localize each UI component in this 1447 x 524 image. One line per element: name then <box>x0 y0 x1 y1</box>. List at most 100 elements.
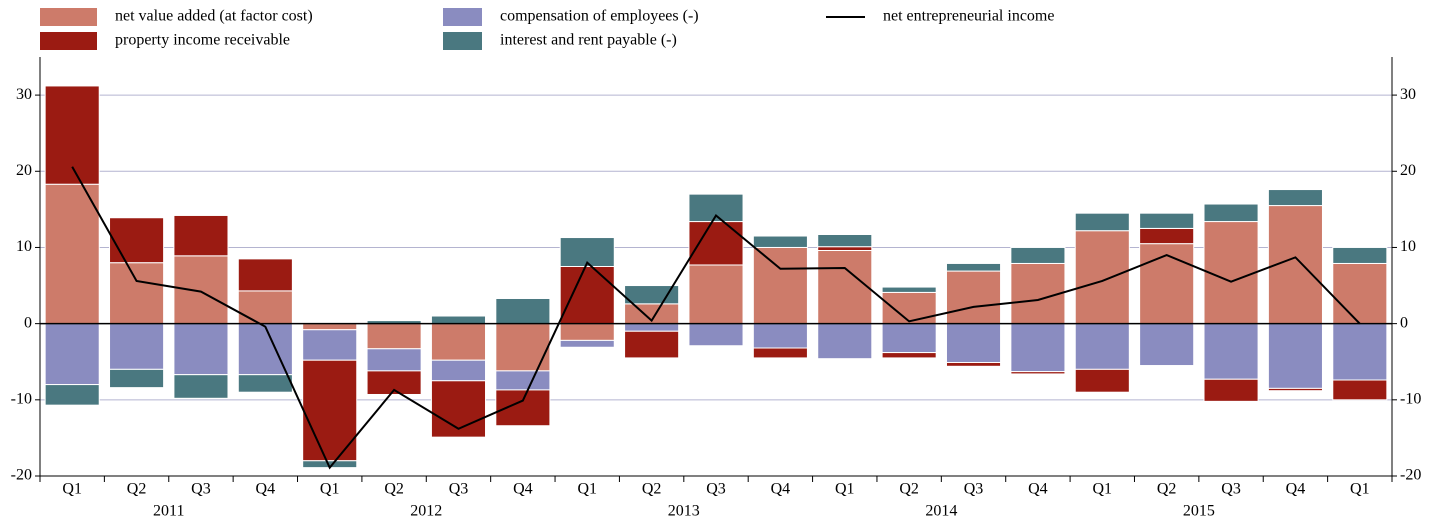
bar <box>302 329 358 361</box>
bar <box>430 315 487 325</box>
bar <box>624 323 680 332</box>
bar <box>430 359 487 382</box>
bar <box>1203 378 1259 402</box>
x-tick-label: Q3 <box>964 481 984 498</box>
bar <box>173 214 229 257</box>
bar <box>366 323 422 350</box>
bar <box>1010 371 1066 375</box>
x-tick-label: Q1 <box>320 481 340 498</box>
bar <box>109 368 165 389</box>
x-tick-label: Q1 <box>1350 481 1370 498</box>
bar <box>752 246 808 325</box>
x-tick-label: Q4 <box>1286 481 1306 498</box>
bar <box>817 246 873 252</box>
bar <box>1267 387 1323 392</box>
legend-label: interest and rent payable (-) <box>500 32 677 49</box>
bar <box>44 323 100 386</box>
y-tick-label: -10 <box>11 390 32 407</box>
x-tick-label: Q3 <box>449 481 469 498</box>
bar <box>1203 203 1259 223</box>
y-tick-label: 20 <box>1400 162 1416 179</box>
bar <box>1010 246 1066 264</box>
bar <box>173 323 229 376</box>
bar <box>1074 368 1130 393</box>
x-tick-label: Q1 <box>577 481 597 498</box>
x-tick-label: Q3 <box>1221 481 1241 498</box>
year-label: 2013 <box>668 503 700 520</box>
x-tick-label: Q3 <box>191 481 211 498</box>
bar <box>559 266 615 325</box>
bar <box>44 384 100 406</box>
bar <box>366 348 422 372</box>
y-tick-label: 10 <box>16 238 32 255</box>
bar <box>1139 227 1195 245</box>
bar <box>945 262 1002 272</box>
bar <box>881 286 937 293</box>
bar <box>495 323 551 372</box>
bar <box>237 258 293 292</box>
bar <box>688 264 744 325</box>
bar <box>366 370 422 395</box>
y-tick-label: 30 <box>1400 86 1416 103</box>
x-tick-label: Q4 <box>513 481 533 498</box>
bar <box>688 221 744 266</box>
bar <box>173 255 229 325</box>
bar <box>109 217 165 264</box>
bar <box>752 323 808 349</box>
bar <box>430 323 487 361</box>
x-tick-label: Q4 <box>256 481 276 498</box>
bar <box>817 250 873 325</box>
bar <box>237 374 293 393</box>
bar <box>559 339 615 348</box>
y-tick-label: 0 <box>1400 314 1408 331</box>
bar <box>945 323 1002 363</box>
bar <box>945 361 1002 367</box>
bar <box>688 193 744 223</box>
bar <box>495 297 551 325</box>
year-label: 2011 <box>153 503 184 520</box>
x-tick-label: Q4 <box>771 481 791 498</box>
bar <box>237 290 293 325</box>
bar <box>44 183 100 325</box>
bar <box>495 370 551 391</box>
bar <box>688 323 744 347</box>
bar <box>752 235 808 248</box>
legend-swatch <box>443 8 482 26</box>
bar <box>1139 212 1195 229</box>
legend-swatch <box>40 32 97 50</box>
x-tick-label: Q2 <box>899 481 919 498</box>
bar <box>44 85 100 185</box>
legend-label: compensation of employees (-) <box>500 8 699 25</box>
legend-swatch <box>40 8 97 26</box>
bar <box>1267 323 1323 389</box>
y-tick-label: 20 <box>16 162 32 179</box>
line <box>71 166 1361 470</box>
bar <box>881 352 937 359</box>
bar <box>1332 262 1388 325</box>
bar <box>1332 246 1388 264</box>
y-tick-label: -20 <box>11 467 32 484</box>
bar <box>1203 323 1259 380</box>
bar <box>1332 379 1388 401</box>
legend-label: net entrepreneurial income <box>883 8 1054 25</box>
bar <box>752 347 808 359</box>
bar <box>945 270 1002 325</box>
year-label: 2015 <box>1183 503 1215 520</box>
x-tick-label: Q2 <box>127 481 147 498</box>
legend-label: net value added (at factor cost) <box>115 8 313 25</box>
year-label: 2012 <box>410 503 442 520</box>
bar <box>881 323 937 354</box>
y-tick-label: -10 <box>1400 390 1421 407</box>
y-tick-label: -20 <box>1400 467 1421 484</box>
bar <box>559 323 615 341</box>
bar <box>817 323 873 360</box>
bar <box>1074 230 1130 325</box>
bar <box>173 374 229 399</box>
x-tick-label: Q1 <box>62 481 82 498</box>
x-tick-label: Q2 <box>384 481 404 498</box>
bar <box>1074 212 1130 232</box>
x-tick-label: Q4 <box>1028 481 1048 498</box>
bar <box>109 262 165 325</box>
x-tick-label: Q2 <box>1157 481 1177 498</box>
bar <box>109 323 165 370</box>
